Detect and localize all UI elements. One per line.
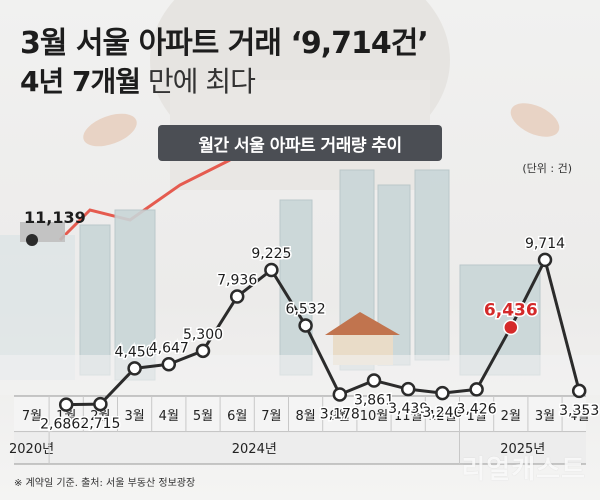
data-point bbox=[539, 254, 551, 266]
x-tick-label: 4월 bbox=[159, 409, 179, 424]
data-point bbox=[163, 358, 175, 370]
data-point bbox=[197, 345, 209, 357]
year-label: 2024년 bbox=[232, 442, 277, 457]
x-tick-label: 7월 bbox=[261, 409, 281, 424]
x-tick-label: 7월 bbox=[22, 409, 42, 424]
highlight-point bbox=[504, 320, 518, 334]
line-chart: 7월 1월 2월 3월 4월 5월 6월 7월 8월 9월 10월 11월 12월 1월 2월 3월 4월202… bbox=[0, 0, 600, 500]
data-label: 6,532 bbox=[286, 301, 326, 317]
x-tick-label: 10월 bbox=[360, 409, 389, 424]
data-label: 3,353 bbox=[559, 403, 599, 419]
data-label: 9,714 bbox=[525, 236, 565, 252]
data-label: 2,715 bbox=[80, 416, 120, 432]
x-tick-label: 6월 bbox=[227, 409, 247, 424]
data-point bbox=[231, 291, 243, 303]
x-tick-label: 3월 bbox=[535, 409, 555, 424]
data-point bbox=[60, 399, 72, 411]
footnote: ※ 계약일 기준. 출처: 서울 부동산 정보광장 bbox=[14, 474, 195, 489]
x-tick-label: 3월 bbox=[124, 409, 144, 424]
data-label: 3,178 bbox=[320, 407, 360, 423]
data-point bbox=[334, 389, 346, 401]
data-label: 7,936 bbox=[217, 273, 257, 289]
data-point bbox=[94, 398, 106, 410]
data-point bbox=[573, 385, 585, 397]
x-tick-label: 8월 bbox=[295, 409, 315, 424]
data-point bbox=[300, 319, 312, 331]
data-point bbox=[402, 383, 414, 395]
data-point bbox=[471, 383, 483, 395]
data-label: 2,686 bbox=[40, 417, 80, 433]
highlight-label: 6,436 bbox=[484, 300, 538, 320]
x-tick-label: 2월 bbox=[501, 409, 521, 424]
data-label: 5,300 bbox=[183, 327, 223, 343]
data-point bbox=[129, 362, 141, 374]
series-line bbox=[66, 260, 579, 405]
data-point bbox=[368, 374, 380, 386]
data-point bbox=[436, 387, 448, 399]
data-label: 9,225 bbox=[251, 246, 291, 262]
data-label: 3,426 bbox=[457, 401, 497, 417]
x-tick-label: 5월 bbox=[193, 409, 213, 424]
data-point bbox=[265, 264, 277, 276]
watermark: 리얼캐스트 bbox=[461, 449, 586, 486]
outlier-label: 11,139 bbox=[24, 208, 86, 227]
outlier-point bbox=[26, 234, 38, 246]
infographic: 3월 서울 아파트 거래 ‘9,714건’ 4년 7개월 만에 최다 월간 서울… bbox=[0, 0, 600, 500]
year-label: 2020년 bbox=[9, 442, 54, 457]
